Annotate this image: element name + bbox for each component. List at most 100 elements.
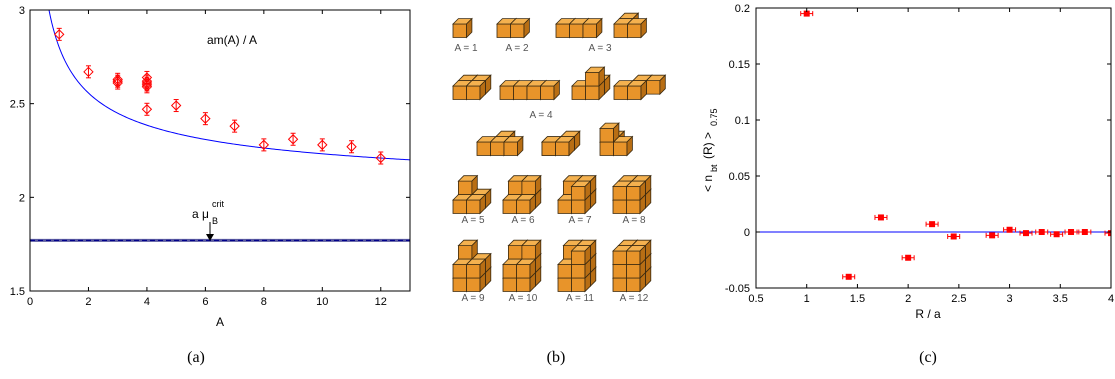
cube xyxy=(516,258,536,279)
cube xyxy=(503,136,524,156)
panel-a-xtick-label: 6 xyxy=(202,296,208,308)
panel-a-xtick-label: 8 xyxy=(261,296,267,308)
cube xyxy=(452,18,473,38)
panel-a-data-point xyxy=(170,99,182,113)
cube xyxy=(510,18,530,38)
panel-c-data-point xyxy=(1050,231,1064,238)
panel-c-data-point xyxy=(1003,226,1017,233)
panel-a-annotation-mu-crit: a μ B crit xyxy=(192,199,224,226)
panel-c-data-point xyxy=(901,254,915,261)
panel-a-data-point xyxy=(200,112,211,126)
polyomino-a4-corner xyxy=(599,122,633,156)
panel-c-ylabel: < n bt (R) > 0.75 xyxy=(701,108,719,192)
cube xyxy=(555,136,575,156)
cube xyxy=(516,194,536,214)
cube xyxy=(571,180,591,201)
panel-a-data-point xyxy=(375,151,386,165)
panel-c-data-point xyxy=(874,214,888,221)
polyomino-a11 xyxy=(557,239,597,292)
panel-c-data-point xyxy=(1078,229,1092,235)
polyomino-a10 xyxy=(502,239,542,292)
panel-a-annotation-am: am(A) / A xyxy=(207,33,257,47)
cube xyxy=(626,245,646,265)
panel-c-xtick-label: 3 xyxy=(1007,293,1013,305)
panel-c-data-point xyxy=(800,10,814,17)
cube xyxy=(540,80,560,100)
polyomino-a6 xyxy=(502,175,542,214)
panel-c-xtick-label: 2.5 xyxy=(951,293,966,305)
polyomino-a4-tower xyxy=(571,66,611,100)
polyomino-label: A = 7 xyxy=(568,215,592,226)
panel-c-xtick-label: 0.5 xyxy=(748,293,763,305)
polyomino-a9 xyxy=(452,239,492,292)
polyomino-a4-s xyxy=(613,74,666,100)
panel-b-caption: (b) xyxy=(547,349,566,366)
panel-c-xtick-label: 1.5 xyxy=(850,293,865,305)
cube xyxy=(599,122,620,143)
polyomino-a4-square xyxy=(452,74,492,100)
panel-c-xlabel: R / a xyxy=(915,307,941,321)
cube xyxy=(521,175,542,196)
panel-a-xtick-label: 12 xyxy=(375,296,387,308)
cube xyxy=(457,175,478,196)
polyomino-a3-line xyxy=(555,18,603,38)
panel-c-data-point xyxy=(925,221,939,228)
polyomino-label: A = 11 xyxy=(566,293,594,304)
mu-crit-sub: B xyxy=(212,216,218,226)
panel-c-data-point xyxy=(1064,229,1078,235)
panel-a-data-point xyxy=(54,27,65,41)
panel-c-ytick-label: 0 xyxy=(744,227,750,239)
polyomino-label: A = 10 xyxy=(509,293,538,304)
panel-a-data-point xyxy=(287,132,299,146)
panel-a-data-point xyxy=(229,119,240,133)
panel-c-data-point xyxy=(1019,230,1033,237)
panel-a-data-point xyxy=(112,76,123,90)
panel-a-data-point xyxy=(258,138,270,152)
panel-c-ytick-label: 0.1 xyxy=(735,115,750,127)
panel-a-data-point xyxy=(317,138,328,152)
panel-a-xtick-label: 2 xyxy=(85,296,91,308)
polyomino-a12 xyxy=(612,239,652,292)
polyomino-label: A = 1 xyxy=(454,43,478,54)
panel-c-xtick-label: 1 xyxy=(804,293,810,305)
cube xyxy=(626,180,646,201)
panel-c-ylabel-sub: bt xyxy=(709,164,719,172)
mu-crit-arrow xyxy=(206,222,214,241)
panel-a-xtick-label: 0 xyxy=(27,296,33,308)
polyomino-label: A = 5 xyxy=(461,215,485,226)
panel-a-caption: (a) xyxy=(187,349,205,366)
panel-c-caption: (c) xyxy=(919,349,937,366)
polyomino-label: A = 2 xyxy=(505,43,529,54)
polyomino-a3-l xyxy=(613,12,647,38)
panel-c-data-point xyxy=(947,233,961,240)
cube xyxy=(627,80,647,100)
panel-a-data-point xyxy=(346,140,357,154)
cube xyxy=(585,66,605,87)
polyomino-label: A = 8 xyxy=(622,215,646,226)
panel-c-ytick-label: -0.05 xyxy=(725,283,750,295)
panel-c-ytick-label: 0.15 xyxy=(729,59,750,71)
panel-a-ytick-label: 3 xyxy=(19,5,25,17)
panel-a-ytick-label: 2 xyxy=(19,192,25,204)
panel-a-ytick-label: 1.5 xyxy=(10,286,25,298)
panel-c-data-point xyxy=(842,273,856,280)
panel-c-ytick-label: 0.2 xyxy=(735,3,750,15)
polyomino-label: A = 4 xyxy=(529,110,553,121)
polyomino-label: A = 6 xyxy=(511,215,535,226)
panel-c-data-point xyxy=(1104,230,1111,237)
panel-a-data-point xyxy=(141,102,153,116)
panel-c-axes-frame xyxy=(755,7,1112,289)
polyomino-label: A = 12 xyxy=(620,293,649,304)
polyomino-a5 xyxy=(452,175,492,214)
cube xyxy=(645,74,666,95)
polyomino-a4-skew xyxy=(541,130,581,156)
panel-c-data-point xyxy=(985,232,999,239)
panel-c-ylabel-rest: (R) > xyxy=(701,132,715,159)
polyomino-a1 xyxy=(452,18,473,38)
cube xyxy=(466,80,486,100)
polyomino-a4-line xyxy=(499,80,560,100)
panel-a-xlabel: A xyxy=(216,315,224,329)
cube xyxy=(457,239,478,260)
panel-c-ylabel-main: < n xyxy=(701,175,715,192)
